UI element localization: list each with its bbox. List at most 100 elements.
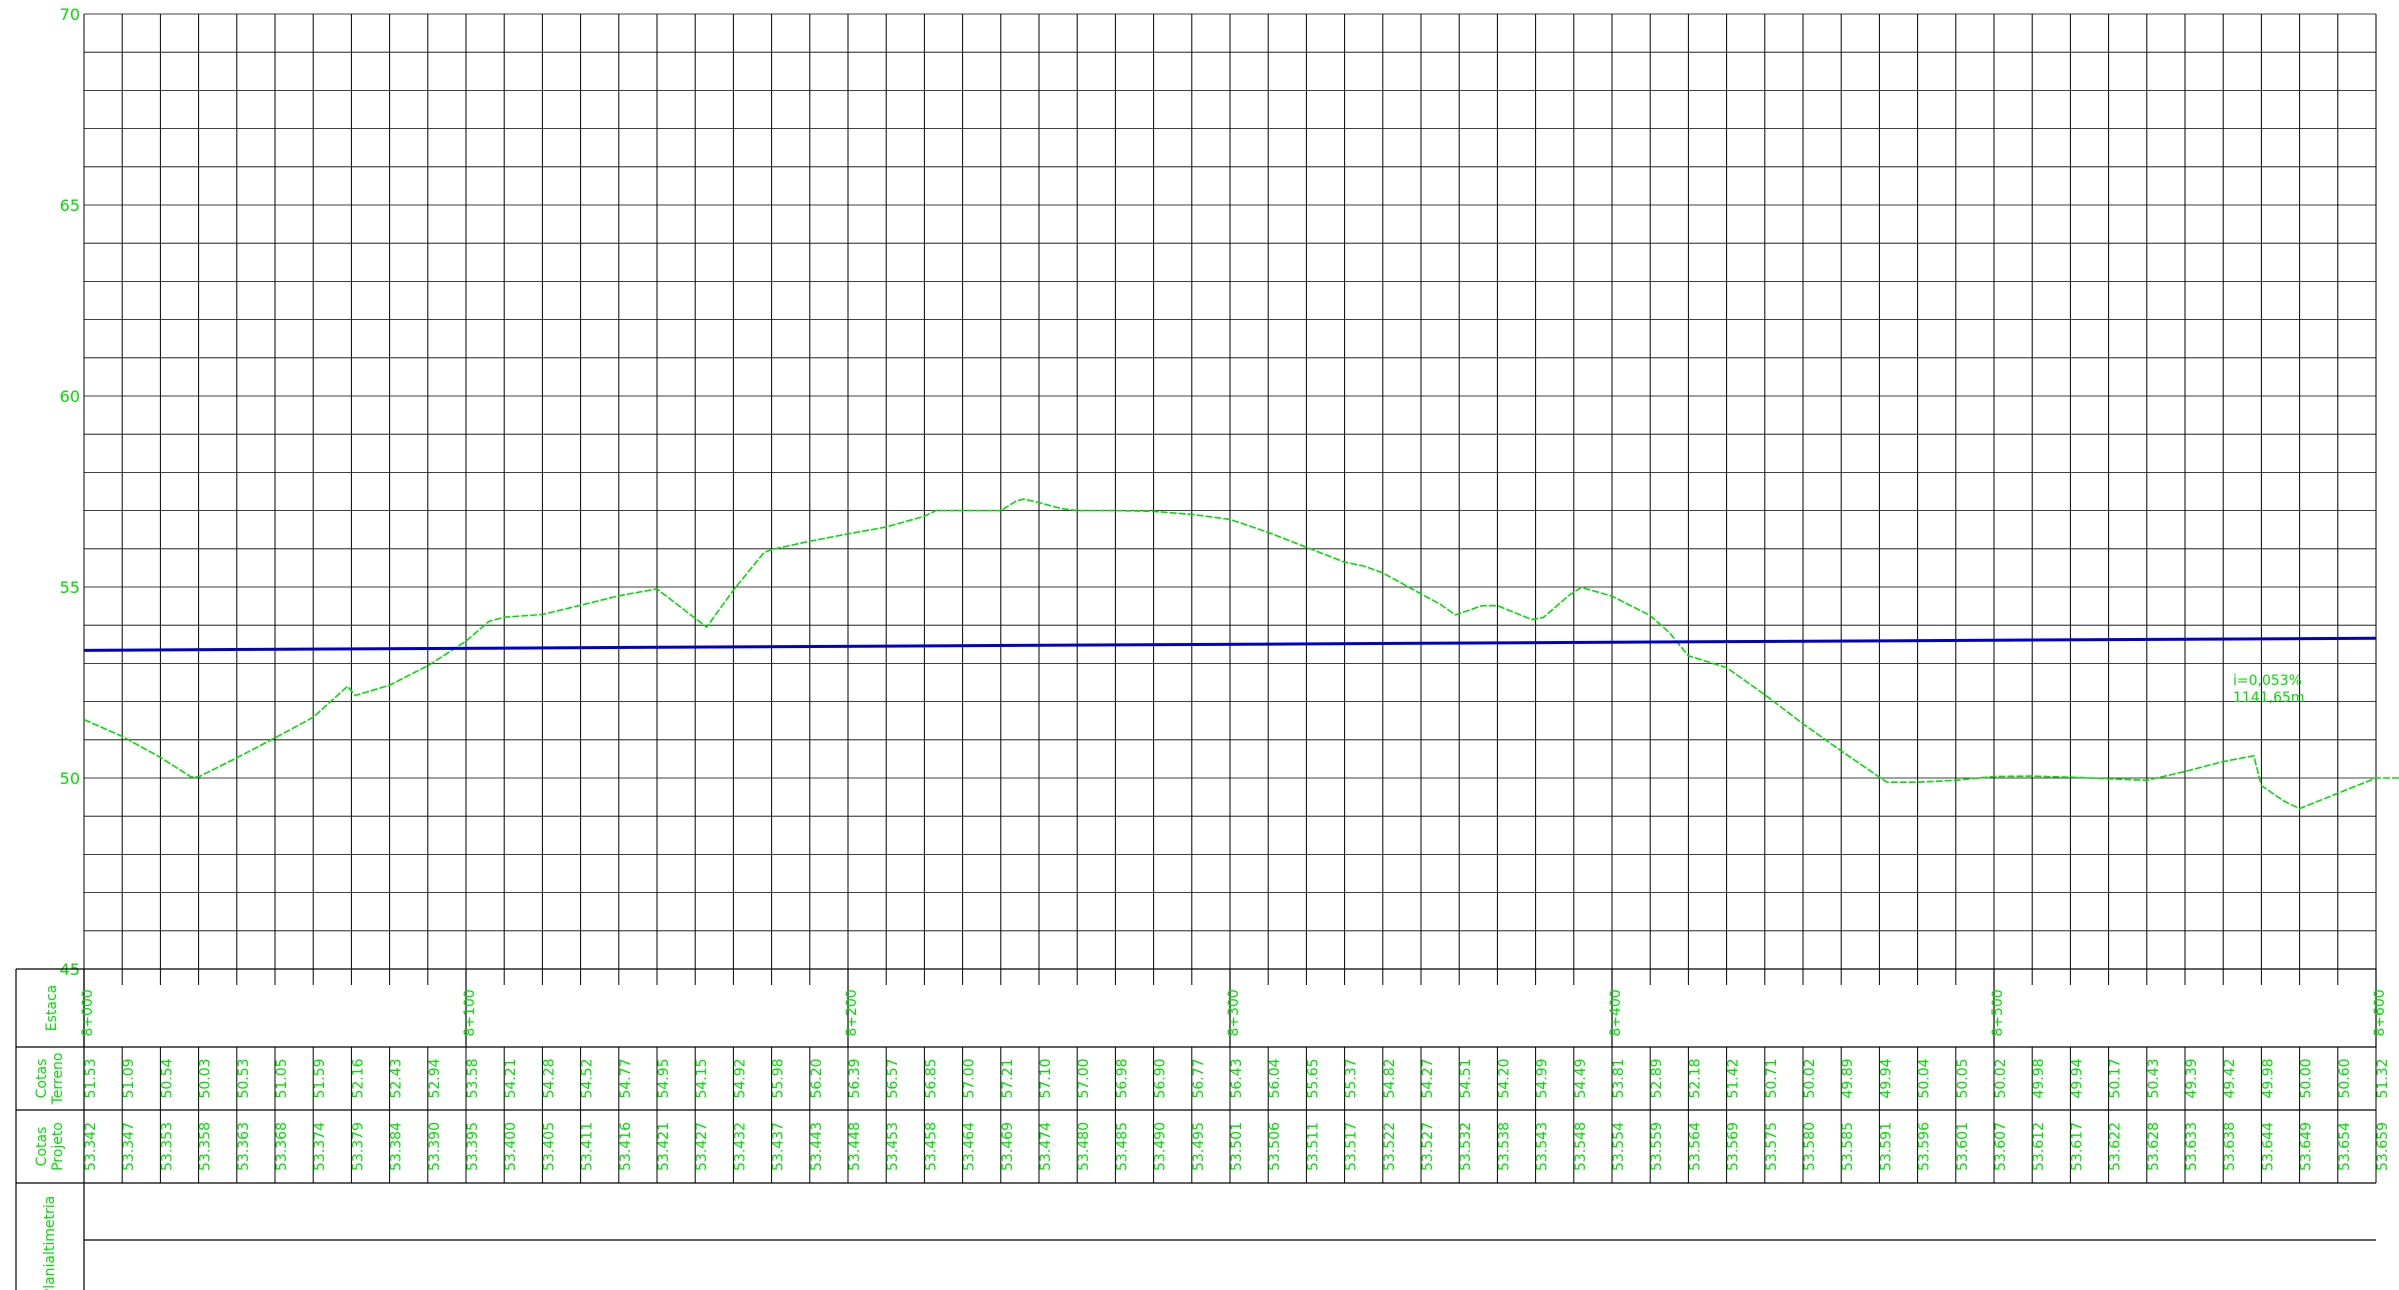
cota-terreno-value: 56.04	[1267, 1058, 1283, 1098]
cota-projeto-value: 53.559	[1649, 1122, 1665, 1171]
cota-terreno-value: 54.77	[618, 1058, 634, 1098]
cota-projeto-value: 53.464	[962, 1122, 978, 1171]
cota-terreno-value: 56.20	[809, 1058, 825, 1098]
cota-terreno-value: 50.54	[159, 1058, 175, 1098]
cota-projeto-value: 53.548	[1573, 1122, 1589, 1171]
cota-terreno-value: 56.85	[923, 1058, 939, 1098]
cota-terreno-value: 54.20	[1496, 1058, 1512, 1098]
cota-terreno-value: 50.02	[1993, 1058, 2009, 1098]
station-label: 8+300	[1226, 989, 1242, 1036]
cota-terreno-value: 49.98	[2260, 1058, 2276, 1098]
cota-terreno-value: 54.99	[1535, 1058, 1551, 1098]
cota-projeto-value: 53.432	[732, 1122, 748, 1171]
row-label-cotas-terreno: Terreno	[50, 1053, 66, 1106]
cota-terreno-value: 49.94	[1878, 1058, 1894, 1098]
row-label-cotas-projeto: Cotas	[34, 1127, 50, 1167]
cota-projeto-value: 53.390	[427, 1122, 443, 1171]
profile-grid	[83, 13, 2377, 970]
cota-terreno-value: 57.10	[1038, 1058, 1054, 1098]
cota-projeto-value: 53.495	[1191, 1122, 1207, 1171]
cota-terreno-value: 55.65	[1305, 1058, 1321, 1098]
y-tick-label: 55	[60, 578, 80, 597]
cota-terreno-value: 57.00	[1076, 1058, 1092, 1098]
cota-projeto-value: 53.506	[1267, 1122, 1283, 1171]
terrain-profile-line	[83, 498, 2399, 810]
station-label: 8+200	[844, 989, 860, 1036]
station-label: 8+500	[1990, 989, 2006, 1036]
cota-terreno-value: 53.58	[465, 1058, 481, 1098]
cota-terreno-value: 49.94	[2069, 1058, 2085, 1098]
cota-terreno-value: 49.39	[2184, 1058, 2200, 1098]
cota-terreno-value: 50.05	[1955, 1058, 1971, 1098]
cota-terreno-value: 51.09	[121, 1058, 137, 1098]
cota-terreno-value: 56.98	[1114, 1058, 1130, 1098]
station-label: 8+600	[2372, 989, 2388, 1036]
cota-projeto-value: 53.458	[923, 1122, 939, 1171]
cota-terreno-value: 50.43	[2146, 1058, 2162, 1098]
cota-projeto-value: 53.416	[618, 1122, 634, 1171]
row-label-cotas-projeto: Projeto	[50, 1122, 66, 1171]
cota-projeto-value: 53.585	[1840, 1122, 1856, 1171]
cota-projeto-value: 53.649	[2299, 1122, 2315, 1171]
cota-terreno-value: 51.53	[83, 1058, 99, 1098]
cota-projeto-value: 53.654	[2337, 1122, 2353, 1171]
cota-terreno-value: 54.27	[1420, 1058, 1436, 1098]
cota-terreno-value: 53.81	[1611, 1058, 1627, 1098]
cota-terreno-value: 56.57	[885, 1058, 901, 1098]
cota-projeto-value: 53.358	[198, 1122, 214, 1171]
cota-terreno-value: 50.04	[1917, 1058, 1933, 1098]
station-label: 8+000	[80, 989, 96, 1036]
cota-projeto-value: 53.469	[1000, 1122, 1016, 1171]
cota-projeto-value: 53.517	[1344, 1122, 1360, 1171]
cota-projeto-value: 53.395	[465, 1122, 481, 1171]
cota-projeto-value: 53.622	[2108, 1122, 2124, 1171]
cota-projeto-value: 53.543	[1535, 1122, 1551, 1171]
cota-projeto-value: 53.353	[159, 1122, 175, 1171]
cota-projeto-value: 53.532	[1458, 1122, 1474, 1171]
cota-terreno-value: 57.00	[962, 1058, 978, 1098]
cota-terreno-value: 56.43	[1229, 1058, 1245, 1098]
cota-projeto-value: 53.601	[1955, 1122, 1971, 1171]
cota-terreno-value: 51.59	[312, 1058, 328, 1098]
cota-projeto-value: 53.628	[2146, 1122, 2162, 1171]
cota-terreno-value: 54.28	[541, 1058, 557, 1098]
cota-projeto-value: 53.538	[1496, 1122, 1512, 1171]
cota-terreno-value: 54.82	[1382, 1058, 1398, 1098]
cota-terreno-value: 54.95	[656, 1058, 672, 1098]
cota-projeto-value: 53.448	[847, 1122, 863, 1171]
cota-terreno-value: 54.92	[732, 1058, 748, 1098]
cota-terreno-value: 50.02	[1802, 1058, 1818, 1098]
cota-terreno-value: 51.42	[1726, 1058, 1742, 1098]
cota-terreno-value: 50.60	[2337, 1058, 2353, 1098]
cota-projeto-value: 53.427	[694, 1122, 710, 1171]
cota-terreno-value: 50.71	[1764, 1058, 1780, 1098]
cota-projeto-value: 53.480	[1076, 1122, 1092, 1171]
cota-projeto-value: 53.443	[809, 1122, 825, 1171]
y-tick-label: 70	[60, 5, 80, 24]
cota-projeto-value: 53.400	[503, 1122, 519, 1171]
cota-terreno-value: 54.51	[1458, 1058, 1474, 1098]
cota-projeto-value: 53.384	[389, 1122, 405, 1171]
y-tick-label: 60	[60, 387, 80, 406]
cota-terreno-value: 49.98	[2031, 1058, 2047, 1098]
cota-terreno-value: 55.37	[1344, 1058, 1360, 1098]
station-label: 8+400	[1608, 989, 1624, 1036]
row-label-cotas-terreno: Cotas	[34, 1059, 50, 1099]
cota-projeto-value: 53.511	[1305, 1122, 1321, 1171]
profile-lines	[83, 498, 2399, 810]
cota-projeto-value: 53.591	[1878, 1122, 1894, 1171]
cota-projeto-value: 53.612	[2031, 1122, 2047, 1171]
project-grade-line	[83, 636, 2377, 652]
cota-projeto-value: 53.659	[2375, 1122, 2391, 1171]
cota-projeto-value: 53.501	[1229, 1122, 1245, 1171]
cota-projeto-value: 53.374	[312, 1122, 328, 1171]
station-label: 8+100	[462, 989, 478, 1036]
cota-terreno-value: 52.43	[389, 1058, 405, 1098]
cota-terreno-value: 52.16	[350, 1058, 366, 1098]
cota-terreno-value: 50.53	[236, 1058, 252, 1098]
cota-projeto-value: 53.644	[2260, 1122, 2276, 1171]
cota-terreno-value: 49.42	[2222, 1058, 2238, 1098]
